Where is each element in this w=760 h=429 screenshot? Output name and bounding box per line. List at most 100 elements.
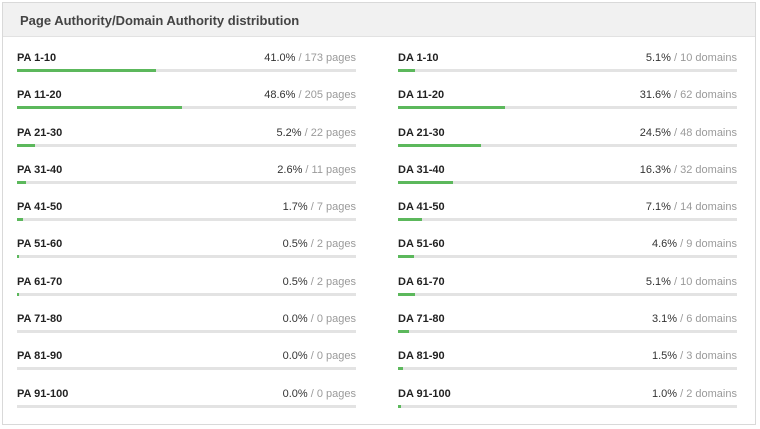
progress-fill [398,143,482,147]
row-header: DA 41-50 7.1% / 14 domains [398,199,737,215]
row-header: PA 81-90 0.0% / 0 pages [17,348,356,364]
pa-range-value: 2.6% / 11 pages [277,162,356,178]
pa-range-label: PA 21-30 [17,126,63,139]
value-separator: / [301,126,311,139]
pa-distribution-row: PA 81-90 0.0% / 0 pages [17,348,356,385]
progress-fill [398,218,423,222]
percent-text: 3.1% [651,313,678,326]
da-range-value: 7.1% / 14 domains [646,199,737,215]
progress-track [17,255,356,259]
pa-range-label: PA 51-60 [17,238,63,251]
row-header: PA 21-30 5.2% / 22 pages [17,125,356,141]
pa-distribution-row: PA 51-60 0.5% / 2 pages [17,236,356,273]
pa-range-label: PA 11-20 [17,89,62,102]
row-header: DA 71-80 3.1% / 6 domains [398,311,737,327]
pa-distribution-row: PA 11-20 48.6% / 205 pages [17,87,356,124]
row-header: DA 81-90 1.5% / 3 domains [398,348,737,364]
pa-range-value: 0.0% / 0 pages [283,311,356,327]
da-range-label: DA 41-50 [398,201,445,214]
pa-distribution-row: PA 41-50 1.7% / 7 pages [17,199,356,236]
value-separator: / [307,387,317,400]
row-header: DA 11-20 31.6% / 62 domains [398,87,737,103]
da-distribution-row: DA 91-100 1.0% / 2 domains [398,386,737,423]
da-range-value: 5.1% / 10 domains [646,50,737,66]
percent-text: 48.6% [264,89,296,102]
progress-fill [398,292,416,296]
pa-range-label: PA 71-80 [17,313,63,326]
da-range-value: 1.0% / 2 domains [652,386,737,402]
value-separator: / [295,89,305,102]
percent-text: 1.5% [651,350,678,363]
progress-fill [398,69,416,72]
pa-range-value: 0.5% / 2 pages [283,236,356,252]
progress-fill [398,330,409,334]
da-range-value: 4.6% / 9 domains [652,236,737,252]
da-range-value: 24.5% / 48 domains [640,125,737,141]
count-text: 3 domains [686,350,737,363]
count-text: 0 pages [316,313,356,326]
pa-range-value: 5.2% / 22 pages [276,125,356,141]
progress-track [398,180,737,184]
row-header: DA 91-100 1.0% / 2 domains [398,386,737,402]
progress-track [398,367,737,371]
pa-range-value: 41.0% / 173 pages [264,50,356,66]
pa-range-label: PA 91-100 [17,387,69,400]
percent-text: 5.1% [645,52,671,64]
panel-title: Page Authority/Domain Authority distribu… [20,13,300,28]
value-separator: / [677,387,687,400]
progress-fill [17,180,26,184]
progress-track [17,69,356,72]
percent-text: 0.5% [282,275,308,288]
row-header: PA 41-50 1.7% / 7 pages [17,199,356,215]
count-text: 2 pages [316,238,356,251]
pa-range-value: 1.7% / 7 pages [283,199,356,215]
count-text: 9 domains [686,238,737,251]
percent-text: 0.0% [282,350,308,363]
value-separator: / [670,52,681,64]
row-header: PA 11-20 48.6% / 205 pages [17,87,356,103]
value-separator: / [670,275,681,288]
value-separator: / [670,89,681,102]
percent-text: 0.0% [282,313,308,326]
row-header: PA 31-40 2.6% / 11 pages [17,162,356,178]
value-separator: / [670,163,681,176]
pa-range-label: PA 31-40 [17,163,63,176]
value-separator: / [307,275,317,288]
progress-track [398,218,737,222]
row-header: PA 51-60 0.5% / 2 pages [17,236,356,252]
progress-fill [398,404,402,408]
progress-track [17,367,356,371]
pa-range-label: PA 41-50 [17,201,63,214]
row-header: DA 61-70 5.1% / 10 domains [398,274,737,290]
count-text: 32 domains [680,163,737,176]
count-text: 205 pages [304,89,356,102]
da-range-value: 1.5% / 3 domains [652,348,737,364]
progress-track [17,218,356,222]
percent-text: 4.6% [651,238,678,251]
row-header: PA 61-70 0.5% / 2 pages [17,274,356,290]
da-distribution-row: DA 11-20 31.6% / 62 domains [398,87,737,124]
value-separator: / [670,126,681,139]
count-text: 0 pages [316,387,356,400]
progress-fill [17,292,19,296]
progress-fill [17,69,156,72]
progress-fill [17,218,23,222]
row-header: PA 91-100 0.0% / 0 pages [17,386,356,402]
progress-track [17,143,356,147]
da-range-label: DA 91-100 [398,387,451,400]
pa-range-label: PA 81-90 [17,350,63,363]
da-distribution-row: DA 71-80 3.1% / 6 domains [398,311,737,348]
progress-track [398,69,737,72]
pa-distribution-row: PA 91-100 0.0% / 0 pages [17,386,356,423]
count-text: 48 domains [680,126,737,139]
da-range-label: DA 1-10 [398,52,439,64]
da-distribution-column: DA 1-10 5.1% / 10 domains DA 11-20 31.6% / … [398,50,737,423]
progress-track [17,404,356,408]
progress-track [398,404,737,408]
progress-fill [398,367,404,371]
progress-track [17,292,356,296]
da-range-label: DA 51-60 [398,238,445,251]
pa-distribution-row: PA 21-30 5.2% / 22 pages [17,125,356,162]
progress-fill [17,255,19,259]
progress-track [398,330,737,334]
